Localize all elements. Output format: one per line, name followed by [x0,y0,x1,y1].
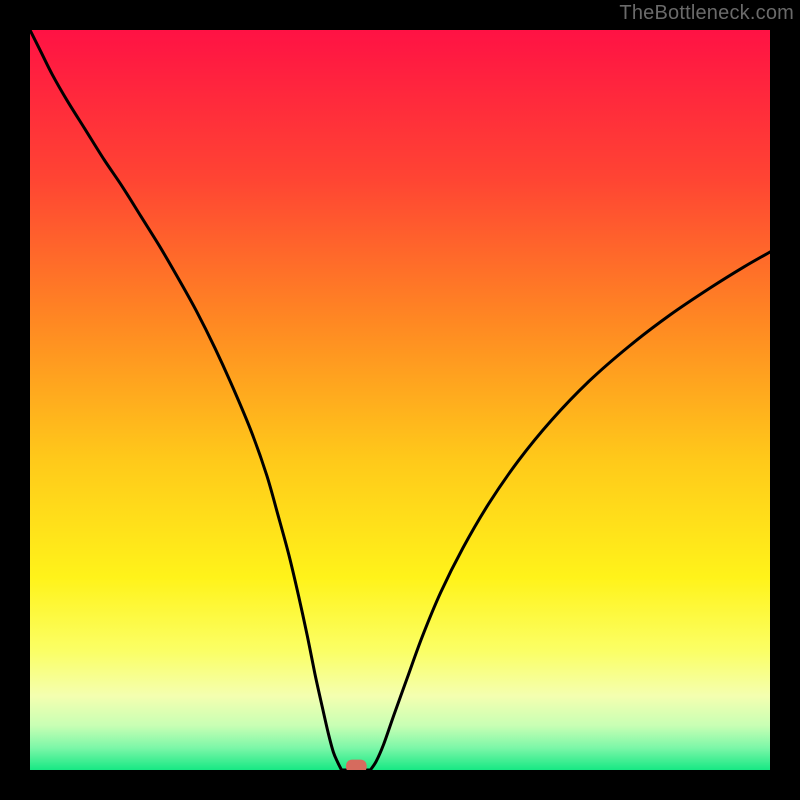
gradient-background [30,30,770,770]
plot-area [30,30,770,770]
optimal-marker [346,760,367,770]
bottleneck-chart-svg [30,30,770,770]
chart-container: TheBottleneck.com [0,0,800,800]
watermark-text: TheBottleneck.com [619,2,794,25]
